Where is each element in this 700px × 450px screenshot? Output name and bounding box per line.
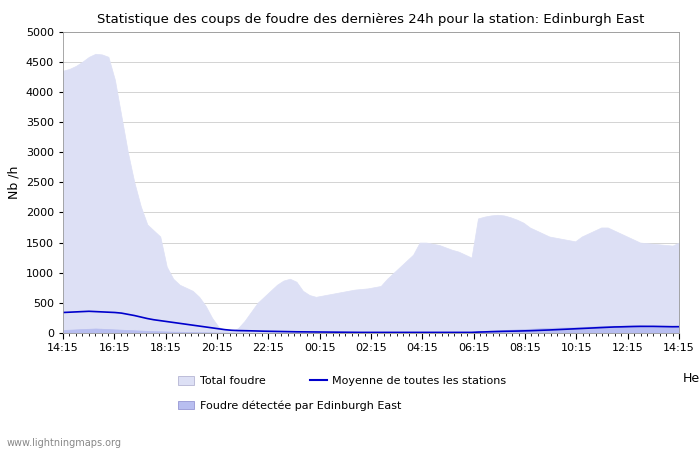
Title: Statistique des coups de foudre des dernières 24h pour la station: Edinburgh Eas: Statistique des coups de foudre des dern… [97, 13, 645, 26]
Legend: Foudre détectée par Edinburgh East: Foudre détectée par Edinburgh East [174, 396, 406, 415]
Y-axis label: Nb /h: Nb /h [7, 166, 20, 199]
Text: www.lightningmaps.org: www.lightningmaps.org [7, 438, 122, 448]
Text: Heure: Heure [683, 372, 700, 385]
